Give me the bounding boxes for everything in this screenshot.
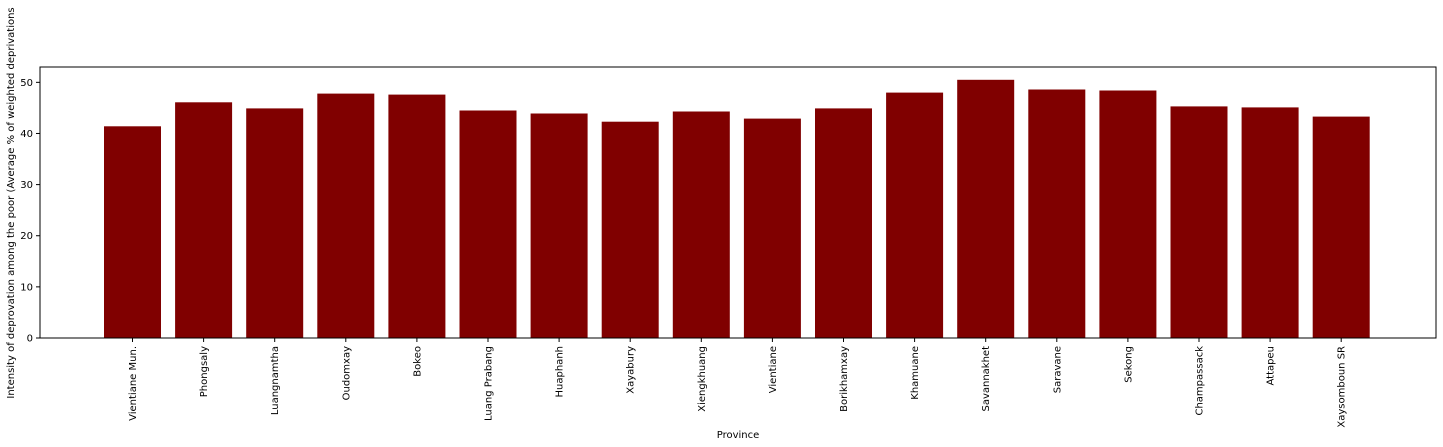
bar <box>1312 116 1370 338</box>
bar <box>530 113 588 338</box>
x-tick-label: Sekong <box>1123 346 1134 383</box>
bar <box>672 111 730 338</box>
bar <box>317 93 375 338</box>
y-tick-label: 10 <box>20 282 33 293</box>
x-axis: Vientiane Mun. Phongsaly Luangnamtha Oudomx… <box>128 338 1348 428</box>
x-tick-label: Phongsaly <box>199 346 210 397</box>
x-tick-label: Xaysomboun SR <box>1337 346 1348 428</box>
x-tick-label: Xiengkhuang <box>697 346 708 412</box>
x-tick-label: Vientiane <box>768 346 779 393</box>
x-tick-label: Khamuane <box>910 346 921 400</box>
x-tick-label: Bokeo <box>412 346 423 377</box>
y-tick-label: 20 <box>20 231 33 242</box>
y-axis: 0 10 20 30 40 50 <box>20 78 40 345</box>
bar <box>459 110 517 338</box>
x-tick-label: Luangnamtha <box>270 346 281 415</box>
x-tick-label: Xayabury <box>626 346 637 394</box>
bar <box>601 121 659 338</box>
bar <box>1028 89 1086 338</box>
bar <box>743 118 801 338</box>
bar <box>1170 106 1228 339</box>
x-tick-label: Saravane <box>1052 346 1063 393</box>
bar <box>388 94 446 338</box>
bar <box>246 108 304 339</box>
bar <box>957 79 1015 339</box>
y-tick-label: 30 <box>20 180 33 191</box>
x-tick-label: Huaphanh <box>555 346 566 397</box>
x-tick-label: Savannakhet <box>981 346 992 412</box>
bar <box>1099 90 1157 338</box>
bar <box>104 126 161 338</box>
y-axis-label: Intensity of deprovation among the poor … <box>6 7 17 398</box>
bars-group <box>104 79 1370 339</box>
y-tick-label: 0 <box>27 334 33 345</box>
y-tick-label: 50 <box>20 78 33 89</box>
x-tick-label: Vientiane Mun. <box>128 346 139 421</box>
y-tick-label: 40 <box>20 129 33 140</box>
bar <box>1241 107 1299 339</box>
bar <box>175 102 233 338</box>
bar <box>815 108 872 339</box>
x-tick-label: Luang Prabang <box>484 346 495 421</box>
x-axis-label: Province <box>717 430 760 441</box>
x-tick-label: Borikhamxay <box>839 346 850 412</box>
x-tick-label: Attapeu <box>1266 346 1277 385</box>
x-tick-label: Champassack <box>1195 346 1206 416</box>
x-tick-label: Oudomxay <box>341 346 352 400</box>
plot-frame <box>39 66 1437 339</box>
bar <box>886 92 944 338</box>
